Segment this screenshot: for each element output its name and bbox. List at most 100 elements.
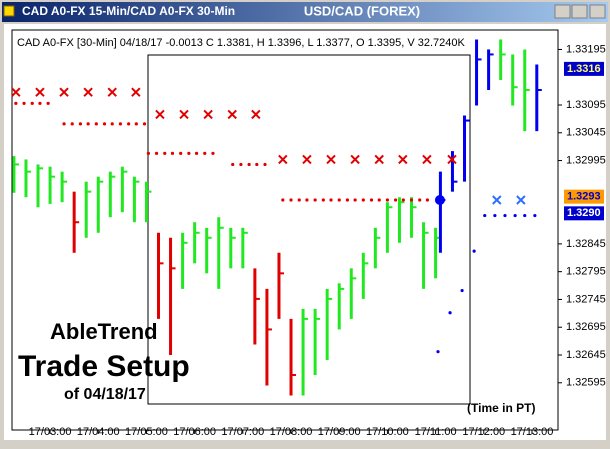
stop-dot [460,288,464,293]
stop-dot [102,122,107,126]
stop-dot [163,151,167,155]
stop-dot [483,213,487,218]
stop-dot [211,151,215,155]
stop-dot [425,198,430,202]
y-tick-label: 1.32795 [566,266,606,278]
y-tick-label: 1.33195 [566,43,606,55]
x-tick-label: 17/11:00 [415,426,457,438]
stop-x [492,195,502,205]
stop-x [131,87,141,97]
stop-dot [255,162,259,167]
stop-dot [337,198,341,202]
minimize-button[interactable] [554,4,571,19]
stop-x [350,154,360,165]
stop-dot [297,198,301,202]
stop-dot [30,101,34,105]
x-tick-label: 17/09:00 [318,426,361,438]
stop-dot [38,101,42,105]
stop-dot [513,213,517,218]
stop-dot [503,213,507,218]
stop-dot [436,350,440,354]
stop-dot [377,198,381,202]
x-tick-label: 17/12:00 [462,426,505,438]
stop-x [203,109,213,120]
highlight-box [147,54,471,405]
stop-dot [409,198,414,202]
stop-x [179,109,189,120]
stop-dot [472,249,476,253]
close-button[interactable] [589,4,606,19]
stop-dot [127,122,131,126]
stop-x [83,87,93,97]
x-tick-label: 17/03:00 [29,426,72,438]
stop-dot [22,101,26,105]
stop-dot [329,198,333,202]
annotation: of 04/18/17 [64,386,146,403]
y-tick-label: 1.32845 [566,238,606,250]
stop-x [11,87,21,97]
stop-dot [86,122,90,126]
stop-dot [523,213,527,218]
y-tick-label: 1.32995 [566,154,606,166]
stop-dot [14,101,18,105]
stop-dot [418,198,422,202]
stop-dot [118,122,123,126]
stop-dot [203,151,207,155]
stop-x [59,87,69,97]
x-tick-label: 17/13:00 [511,426,554,438]
stop-dot [62,122,66,126]
stop-dot [281,198,285,202]
stop-dot [110,122,114,126]
stop-dot [401,198,405,202]
stop-dot [194,151,199,155]
x-axis-label: (Time in PT) [467,401,535,415]
window-buttons[interactable] [554,4,606,19]
stop-x [155,109,165,120]
x-tick-label: 17/04:00 [77,426,120,438]
stop-x [251,109,261,120]
y-tick-label: 1.32695 [566,321,606,333]
annotation: AbleTrend [50,319,158,344]
stop-x [422,154,432,165]
stop-dot [46,101,50,105]
stop-dot [263,162,267,167]
stop-dot [146,151,150,155]
window-title: CAD A0-FX 15-Min/CAD A0-FX 30-Min [22,4,235,18]
stop-x [326,154,336,165]
stop-dot [187,151,191,155]
price-label: 1.3290 [567,207,601,219]
stop-x [398,154,408,165]
stop-x [227,109,237,120]
x-tick-label: 17/08:00 [270,426,313,438]
stop-x [302,154,312,165]
stop-x [278,154,288,165]
stop-dot [345,198,350,202]
y-tick-label: 1.32595 [566,377,606,389]
stop-x [447,154,457,165]
stop-dot [321,198,325,202]
x-tick-label: 17/05:00 [125,426,168,438]
stop-x [35,87,45,97]
stop-dot [239,162,243,167]
stop-dot [170,151,175,155]
signal-dot [434,195,445,205]
stop-x [374,154,384,165]
y-tick-label: 1.33095 [566,99,606,111]
chart-title: USD/CAD (FOREX) [304,3,420,18]
stop-dot [134,122,138,126]
stop-dot [353,198,357,202]
stop-dot [289,198,293,202]
stop-dot [179,151,183,155]
stop-dot [78,122,83,126]
stop-dot [493,213,497,218]
app-icon [3,5,15,17]
stop-x [516,195,526,205]
stop-dot [361,198,365,202]
maximize-button[interactable] [571,4,588,19]
price-label-box [564,61,604,76]
info-line: CAD A0-FX [30-Min] 04/18/17 -0.0013 C 1.… [17,37,465,49]
y-tick-label: 1.32745 [566,293,606,305]
x-tick-label: 17/07:00 [221,426,264,438]
stop-dot [448,311,452,315]
stop-x [107,87,117,97]
